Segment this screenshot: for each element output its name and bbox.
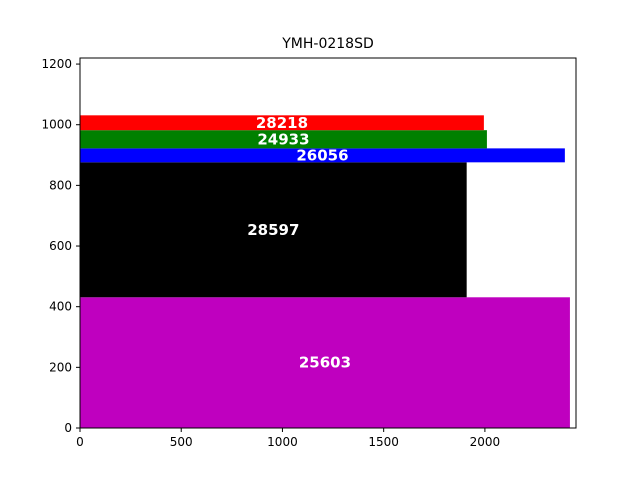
plot-frame (79, 57, 577, 429)
bar-3 (80, 130, 487, 149)
chart-title: YMH-0218SD (281, 36, 374, 52)
bar-label-3: 24933 (257, 130, 309, 148)
x-tick-label-2: 1000 (267, 435, 298, 449)
y-tick-label-4: 800 (49, 178, 72, 192)
bar-2 (80, 148, 565, 163)
bar-label-4: 28218 (256, 114, 308, 132)
bar-label-0: 25603 (299, 354, 351, 372)
y-axis: 0 200 400 600 800 1000 1200 (41, 57, 80, 435)
y-tick-label-0: 0 (64, 421, 72, 435)
y-tick-label-5: 1000 (41, 118, 72, 132)
x-tick-label-4: 2000 (470, 435, 501, 449)
x-axis: 0 500 1000 1500 2000 (76, 428, 500, 449)
bar-1 (80, 162, 467, 298)
bar-label-1: 28597 (247, 221, 299, 239)
bars-layer (80, 115, 570, 428)
y-tick-label-1: 200 (49, 360, 72, 374)
y-tick-label-2: 400 (49, 300, 72, 314)
x-tick-label-3: 1500 (368, 435, 399, 449)
y-tick-label-3: 600 (49, 239, 72, 253)
bar-4 (80, 115, 484, 131)
y-tick-label-6: 1200 (41, 57, 72, 71)
x-tick-label-0: 0 (76, 435, 84, 449)
x-tick-label-1: 500 (170, 435, 193, 449)
bar-label-2: 26056 (296, 146, 348, 164)
bar-0 (80, 297, 570, 428)
